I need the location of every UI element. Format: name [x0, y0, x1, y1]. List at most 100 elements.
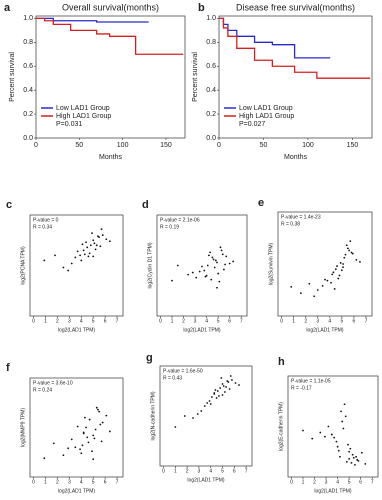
x-tick-label: 7 [371, 479, 374, 485]
y-tick-label: 0.6 [23, 63, 33, 70]
panel-letter: c [6, 199, 12, 211]
survival-curve [219, 17, 331, 59]
stat-annotation: R = 0.38 [281, 221, 300, 227]
x-tick-label: 3 [68, 479, 71, 485]
x-tick-label: 1 [292, 318, 295, 324]
point [209, 403, 212, 405]
point [343, 256, 346, 259]
point [324, 278, 326, 281]
x-tick-label: 2 [313, 479, 316, 485]
x-tick-label: 6 [353, 318, 356, 324]
plot-frame [35, 15, 186, 139]
point [345, 460, 348, 463]
point [335, 440, 338, 443]
point [81, 243, 84, 246]
point [76, 250, 79, 253]
point [356, 458, 359, 461]
point [220, 249, 223, 252]
point [200, 410, 203, 412]
point [171, 279, 173, 282]
x-tick-label: 2 [56, 318, 59, 324]
point [355, 455, 357, 458]
point [43, 457, 46, 460]
point [192, 417, 194, 419]
chart-title: Overall survival(months) [62, 2, 159, 12]
point [225, 255, 228, 258]
point [91, 232, 93, 235]
y-tick-label: 0.8 [206, 39, 216, 46]
point [223, 391, 226, 393]
point [345, 244, 348, 247]
panel-letter: g [146, 352, 153, 364]
point [341, 420, 344, 423]
plot-frame [29, 377, 124, 478]
point [348, 249, 351, 252]
y-tick-label: 0.8 [23, 39, 33, 46]
point [354, 463, 356, 466]
point [221, 253, 224, 256]
x-tick-label: 1 [44, 318, 47, 324]
point [209, 251, 211, 254]
legend-label: High LAD1 Group [239, 113, 294, 120]
x-tick-label: 4 [209, 468, 212, 474]
point [224, 263, 226, 266]
x-tick-label: 7 [116, 318, 119, 324]
x-tick-label: 0 [162, 468, 165, 474]
point [92, 255, 95, 258]
x-tick-label: 2 [182, 318, 185, 324]
plot-frame [156, 214, 248, 317]
point [196, 413, 199, 415]
point [355, 258, 358, 261]
p-value: P=0.031 [56, 121, 82, 128]
x-tick-label: 7 [240, 318, 243, 324]
point [316, 289, 319, 291]
y-tick-label: 0.6 [206, 63, 216, 70]
point [100, 440, 103, 443]
x-tick-label: 0 [32, 479, 35, 485]
point [91, 450, 93, 453]
y-axis-label: log2(Cyclin D1 TPM) [147, 242, 153, 288]
x-axis-label: log2(LAD1 TPM) [58, 488, 95, 494]
point [74, 446, 77, 449]
point [211, 256, 214, 259]
point [218, 280, 221, 283]
point [225, 386, 227, 388]
x-tick-label: 5 [92, 318, 95, 324]
point [79, 448, 81, 451]
plot-frame [287, 375, 379, 478]
point [174, 426, 177, 428]
x-tick-label: 2 [304, 318, 307, 324]
point [213, 266, 216, 269]
panel-letter: h [278, 356, 285, 368]
point [327, 425, 330, 428]
point [333, 288, 336, 290]
point [326, 279, 329, 282]
point [342, 427, 345, 430]
point [88, 418, 91, 421]
point [191, 271, 194, 274]
point [98, 236, 101, 239]
point [342, 263, 344, 265]
x-tick-label: 0 [280, 318, 283, 324]
point [94, 248, 97, 251]
point [101, 234, 104, 237]
x-axis-label: Months [99, 154, 122, 161]
x-axis-label: log2(LAD1 TPM) [314, 488, 351, 494]
point [216, 261, 218, 264]
point [336, 265, 338, 267]
point [97, 235, 99, 238]
x-tick-label: 2 [186, 468, 189, 474]
point [290, 285, 293, 288]
legend-label: Low LAD1 Group [56, 105, 110, 112]
stat-annotation: P-value = 2.1e-06 [160, 217, 200, 223]
point [213, 392, 216, 394]
panel-letter: a [4, 2, 11, 14]
x-tick-label: 6 [228, 318, 231, 324]
point [83, 416, 86, 419]
point [228, 388, 231, 390]
panel-letter: e [258, 197, 264, 209]
point [101, 421, 104, 424]
point [203, 405, 206, 407]
plot-frame [218, 15, 373, 139]
x-tick-label: 2 [56, 479, 59, 485]
